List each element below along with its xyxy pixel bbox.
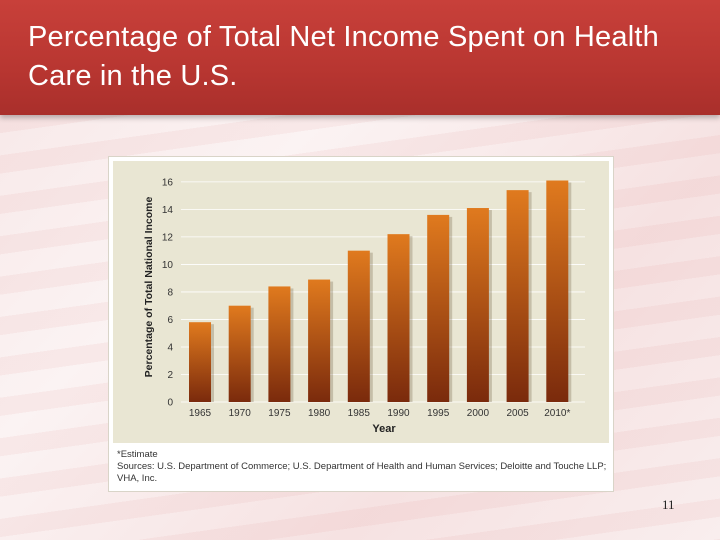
y-tick-label: 10 — [162, 260, 174, 271]
x-tick-label: 1970 — [229, 408, 252, 419]
y-axis-label: Percentage of Total National Income — [143, 197, 155, 378]
y-tick-label: 14 — [162, 205, 174, 216]
y-tick-label: 2 — [167, 370, 173, 381]
bar-1980 — [308, 279, 331, 402]
y-tick-label: 4 — [167, 342, 173, 353]
x-tick-label: 1985 — [348, 408, 371, 419]
y-tick-label: 6 — [167, 315, 173, 326]
x-axis-label: Year — [372, 423, 396, 435]
y-tick-label: 12 — [162, 232, 174, 243]
estimate-note: *Estimate — [117, 449, 158, 460]
x-tick-label: 2010* — [544, 408, 570, 419]
y-tick-label: 16 — [162, 177, 174, 188]
bar-1965 — [189, 322, 211, 402]
y-tick-label: 8 — [167, 287, 173, 298]
x-tick-label: 2005 — [506, 408, 529, 419]
x-tick-label: 1995 — [427, 408, 450, 419]
slide-title: Percentage of Total Net Income Spent on … — [28, 21, 659, 92]
bar-1970 — [228, 305, 251, 402]
bar-2010 — [546, 180, 569, 402]
bar-2005 — [506, 190, 529, 402]
bars — [189, 180, 572, 402]
y-tick-label: 0 — [167, 398, 173, 409]
page-number: 11 — [662, 497, 675, 512]
x-tick-label: 1980 — [308, 408, 331, 419]
chart-figure: 0 2 4 6 8 10 12 14 16 1965 1970 1975 1980 1985 1990 19… — [108, 156, 614, 492]
bar-1975 — [268, 286, 291, 402]
x-tick-label: 1975 — [268, 408, 291, 419]
y-tick-labels: 0 2 4 6 8 10 12 14 16 — [162, 177, 174, 408]
x-tick-label: 2000 — [467, 408, 490, 419]
x-tick-labels: 1965 1970 1975 1980 1985 1990 1995 2000 2005 2010… — [189, 408, 571, 419]
title-bar: Percentage of Total Net Income Spent on … — [0, 0, 720, 115]
bar-1995 — [427, 214, 450, 402]
bar-2000 — [466, 208, 489, 402]
bar-1985 — [347, 250, 370, 402]
x-tick-label: 1965 — [189, 408, 212, 419]
sources-note: Sources: U.S. Department of Commerce; U.… — [117, 461, 607, 484]
x-tick-label: 1990 — [387, 408, 410, 419]
chart-caption: *Estimate Sources: U.S. Department of Co… — [117, 449, 607, 485]
bar-1990 — [387, 234, 410, 402]
